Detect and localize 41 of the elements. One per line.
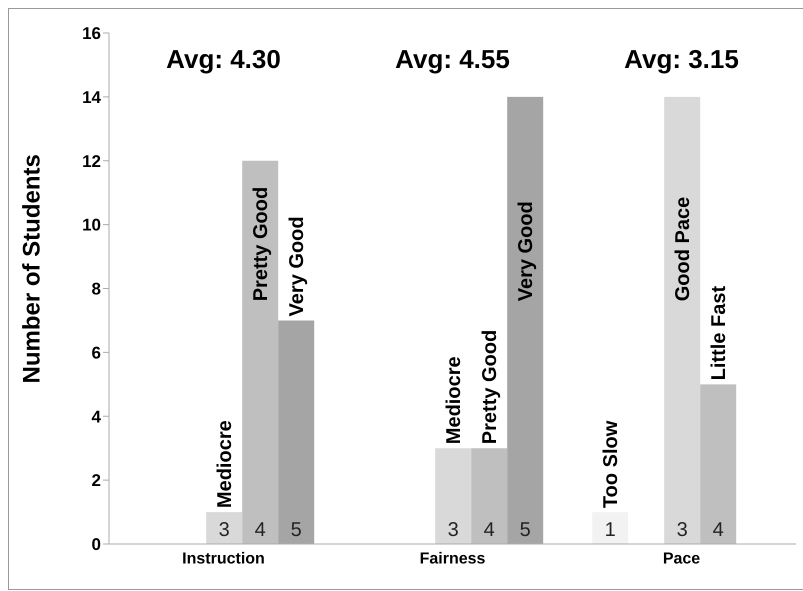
data-label: Pretty Good bbox=[250, 186, 272, 302]
y-tick-label: 4 bbox=[92, 407, 102, 426]
text: 4 bbox=[484, 519, 495, 541]
text: 4 bbox=[712, 519, 724, 541]
annotation: Avg: 4.30 bbox=[166, 44, 281, 74]
data-label: Little Fast bbox=[708, 286, 730, 380]
text: 3 bbox=[676, 519, 688, 541]
data-label: Very Good bbox=[515, 201, 538, 302]
y-tick-label: 14 bbox=[82, 88, 102, 107]
annotation: Avg: 3.15 bbox=[624, 44, 739, 74]
data-label: Very Good bbox=[286, 216, 308, 316]
annotation: Avg: 4.55 bbox=[395, 44, 510, 74]
data-label: Mediocre bbox=[214, 420, 236, 508]
y-tick-label: 10 bbox=[82, 216, 101, 235]
series-label: 5 bbox=[290, 519, 302, 541]
x-tick-label: Instruction bbox=[182, 550, 265, 568]
data-label: Pretty Good bbox=[479, 330, 502, 444]
data-label: Good Pace bbox=[672, 196, 694, 302]
series-label: 1 bbox=[604, 519, 616, 541]
y-tick-label: 2 bbox=[92, 471, 101, 490]
y-tick-label: 6 bbox=[92, 343, 101, 362]
bar bbox=[435, 448, 472, 544]
y-tick-label: 16 bbox=[82, 24, 101, 44]
bar bbox=[592, 512, 628, 544]
bar bbox=[242, 160, 278, 544]
bar bbox=[471, 448, 508, 544]
bar bbox=[206, 512, 242, 544]
text: 3 bbox=[448, 519, 459, 541]
y-axis-title: Number of Students bbox=[18, 154, 46, 384]
bar bbox=[664, 96, 700, 544]
text: 5 bbox=[520, 519, 531, 541]
x-tick-label: Pace bbox=[662, 550, 700, 568]
y-tick-label: 0 bbox=[92, 535, 101, 554]
data-label: Mediocre bbox=[443, 356, 466, 444]
data-label: Too Slow bbox=[600, 420, 622, 508]
y-tick-label: 12 bbox=[82, 152, 101, 171]
x-tick-label: Fairness bbox=[420, 550, 486, 568]
series-label: 4 bbox=[254, 519, 266, 541]
series-label: 3 bbox=[218, 519, 230, 541]
bar bbox=[700, 384, 736, 544]
y-tick-label: 8 bbox=[92, 280, 101, 299]
